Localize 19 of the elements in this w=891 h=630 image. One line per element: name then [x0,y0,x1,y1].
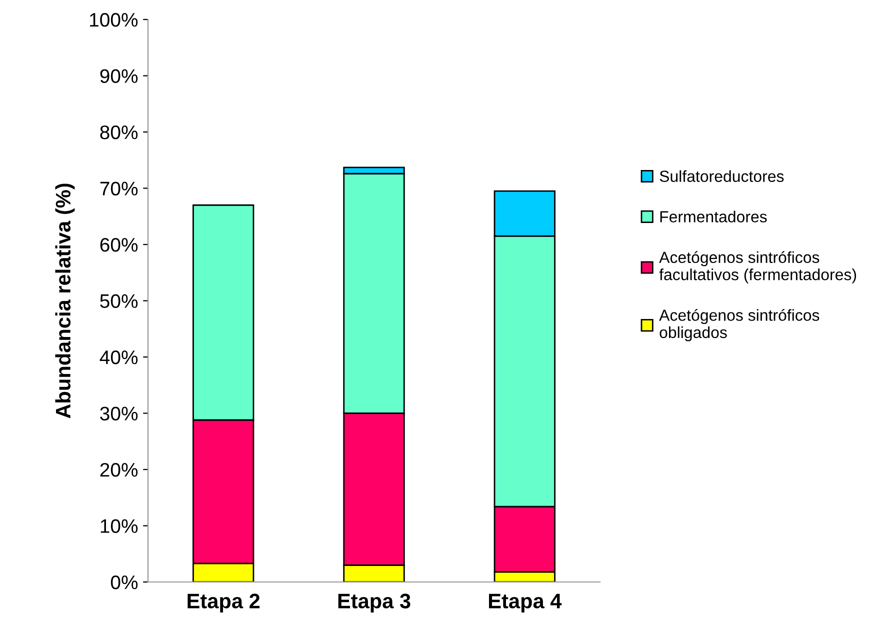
legend-label: Fermentadores [660,210,767,222]
y-tick-label: 70% [100,182,138,196]
x-tick-label: Etapa 2 [188,594,260,613]
legend-label: Acetógenos sintróficos obligados [659,308,820,342]
y-tick-label: 50% [100,294,138,308]
y-tick-label: 0% [110,575,138,590]
y-tick-label: 30% [100,406,138,420]
x-tick-label: Etapa 3 [338,594,410,613]
y-tick-label: 10% [100,519,138,533]
y-tick-label: 100% [90,12,138,27]
x-tick-label: Etapa 4 [489,594,562,613]
y-tick-label: 60% [100,238,138,252]
y-tick-label: 20% [100,462,138,477]
y-tick-label: 40% [100,350,138,364]
legend-label: Sulfatoreductores [660,170,784,182]
y-tick-label: 90% [100,69,138,83]
y-axis-title: Abundancia relativa (%) [55,184,75,418]
y-tick-label: 80% [100,125,138,140]
legend-label: Acetógenos sintróficos facultativos (fermentadores) [659,251,856,284]
